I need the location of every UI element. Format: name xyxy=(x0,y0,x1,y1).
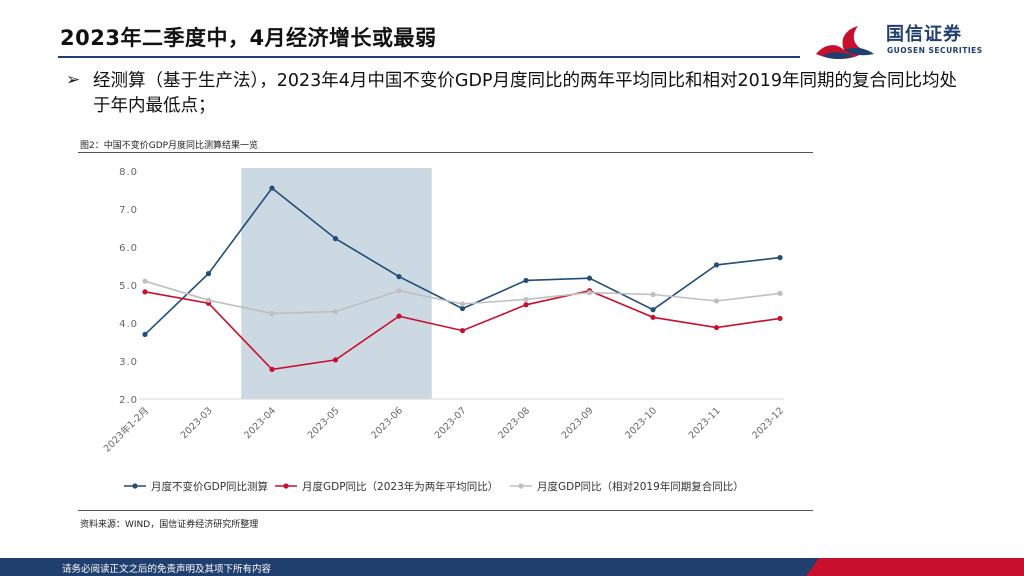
data-point-series-3 xyxy=(396,288,402,294)
data-point-series-1 xyxy=(332,236,339,242)
logo-subtitle: GUOSEN SECURITIES xyxy=(887,46,983,55)
data-point-series-3 xyxy=(205,297,212,303)
data-point-series-3 xyxy=(713,298,720,304)
data-point-series-2 xyxy=(269,366,275,372)
data-point-series-2 xyxy=(142,289,148,295)
x-tick-label: 2023-07 xyxy=(433,405,469,441)
page-title: 2023年二季度中，4月经济增长或最弱 xyxy=(60,26,437,50)
data-point-series-2 xyxy=(713,324,720,331)
footer-accent xyxy=(806,558,1024,576)
y-tick-label: 5.0 xyxy=(119,281,138,292)
y-tick-label: 8.0 xyxy=(119,167,138,178)
figure-bottom-rule xyxy=(78,510,813,511)
data-point-series-3 xyxy=(586,290,593,296)
data-point-series-1 xyxy=(777,255,783,261)
legend-marker-1 xyxy=(132,483,138,489)
data-point-series-2 xyxy=(332,357,339,363)
x-tick-label: 2023-03 xyxy=(179,405,215,441)
x-tick-label: 2023-09 xyxy=(560,405,596,441)
data-point-series-3 xyxy=(459,301,466,307)
legend-marker-2 xyxy=(283,483,289,489)
bullet-arrow-icon: ➢ xyxy=(66,70,81,90)
y-tick-label: 6.0 xyxy=(119,243,138,254)
data-point-series-3 xyxy=(332,309,339,315)
legend-marker-3 xyxy=(518,483,524,489)
y-tick-label: 4.0 xyxy=(119,319,138,330)
title-underline xyxy=(58,56,800,58)
x-tick-label: 2023-12 xyxy=(750,405,786,441)
y-tick-label: 2.0 xyxy=(119,395,138,406)
data-point-series-2 xyxy=(396,313,402,319)
data-point-series-3 xyxy=(777,290,783,296)
series-line-1 xyxy=(144,186,781,335)
data-point-series-3 xyxy=(523,296,529,303)
data-point-series-1 xyxy=(142,331,148,337)
highlight-band xyxy=(241,168,432,399)
figure-source: 资料来源：WIND，国信证券经济研究所整理 xyxy=(80,520,259,530)
data-point-series-1 xyxy=(205,271,212,277)
bullet-text: 经测算（基于生产法），2023年4月中国不变价GDP月度同比的两年平均同比和相对… xyxy=(93,71,958,116)
figure-caption: 图2：中国不变价GDP月度同比测算结果一览 xyxy=(80,141,259,151)
x-tick-label: 2023-05 xyxy=(306,405,342,441)
data-point-series-1 xyxy=(396,274,402,280)
footer-bar xyxy=(0,558,1024,576)
y-tick-label: 3.0 xyxy=(119,357,138,368)
data-point-series-2 xyxy=(777,315,783,322)
x-tick-label: 2023-06 xyxy=(369,405,405,441)
footer-disclaimer: 请务必阅读正文之后的免责声明及其项下所有内容 xyxy=(62,564,272,575)
guosen-logo-icon xyxy=(816,26,874,59)
x-tick-label: 2023-10 xyxy=(623,405,659,441)
logo-name: 国信证券 xyxy=(886,24,962,45)
data-point-series-3 xyxy=(142,278,148,284)
data-point-series-3 xyxy=(269,310,275,317)
figure-top-rule xyxy=(78,152,813,153)
data-point-series-1 xyxy=(713,262,720,268)
x-tick-label: 2023-04 xyxy=(242,405,278,441)
legend-label-1: 月度不变价GDP同比测算 xyxy=(151,480,268,493)
data-point-series-1 xyxy=(459,305,466,312)
data-point-series-3 xyxy=(650,291,656,298)
data-point-series-1 xyxy=(650,307,656,313)
data-point-series-2 xyxy=(523,302,529,308)
legend-label-2: 月度GDP同比（2023年为两年平均同比） xyxy=(302,480,498,493)
y-tick-label: 7.0 xyxy=(119,205,138,216)
data-point-series-1 xyxy=(269,185,275,191)
data-point-series-2 xyxy=(459,328,466,334)
x-tick-label: 2023年1-2月 xyxy=(101,405,151,455)
x-tick-label: 2023-11 xyxy=(687,405,723,441)
x-tick-label: 2023-08 xyxy=(496,405,532,441)
legend-label-3: 月度GDP同比（相对2019年同期复合同比） xyxy=(537,480,744,493)
data-point-series-1 xyxy=(586,275,593,281)
data-point-series-2 xyxy=(650,314,656,320)
data-point-series-1 xyxy=(523,277,529,284)
